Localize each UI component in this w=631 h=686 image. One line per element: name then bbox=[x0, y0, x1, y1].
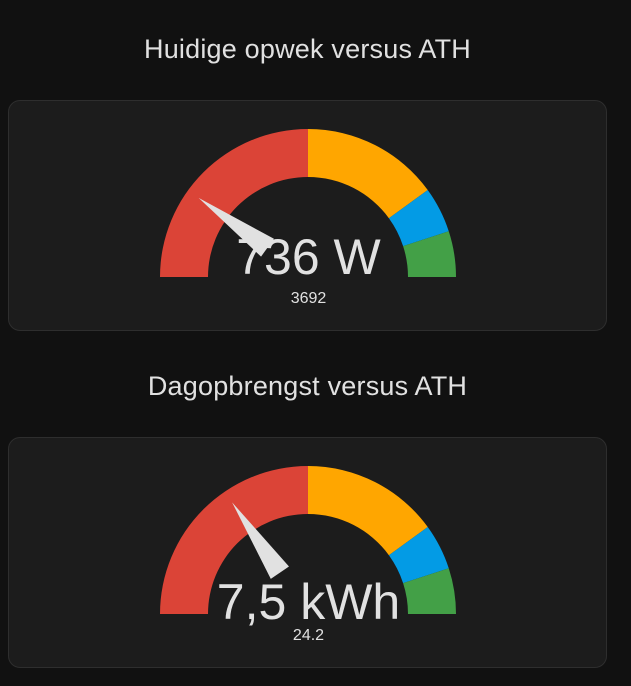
gauge-segment-orange bbox=[308, 466, 428, 556]
gauge-value: 736 W bbox=[236, 229, 381, 285]
gauge-value: 7,5 kWh bbox=[216, 574, 401, 630]
gauge-segment-red bbox=[160, 466, 308, 614]
gauge-needle bbox=[198, 197, 274, 257]
gauge-max-label: 24.2 bbox=[292, 627, 325, 644]
gauge-segment-orange bbox=[308, 129, 428, 219]
section-title-current-output: Huidige opwek versus ATH bbox=[144, 34, 471, 64]
gauge-segment-green bbox=[403, 231, 456, 277]
gauge-segment-blue bbox=[388, 190, 449, 247]
section-title-daily-yield: Dagopbrengst versus ATH bbox=[147, 371, 468, 401]
gauge-needle bbox=[232, 502, 289, 579]
gauge-daily-yield bbox=[160, 466, 456, 614]
gauge-current-output bbox=[160, 129, 456, 277]
gauge-segment-green bbox=[403, 568, 456, 614]
gauge-card-current-output[interactable]: 736 W 3692 bbox=[8, 100, 607, 331]
gauge-segment-blue bbox=[388, 527, 449, 584]
gauge-segment-red bbox=[160, 129, 308, 277]
gauge-max-label: 3692 bbox=[290, 290, 327, 307]
gauge-card-daily-yield[interactable]: 7,5 kWh 24.2 bbox=[8, 437, 607, 668]
